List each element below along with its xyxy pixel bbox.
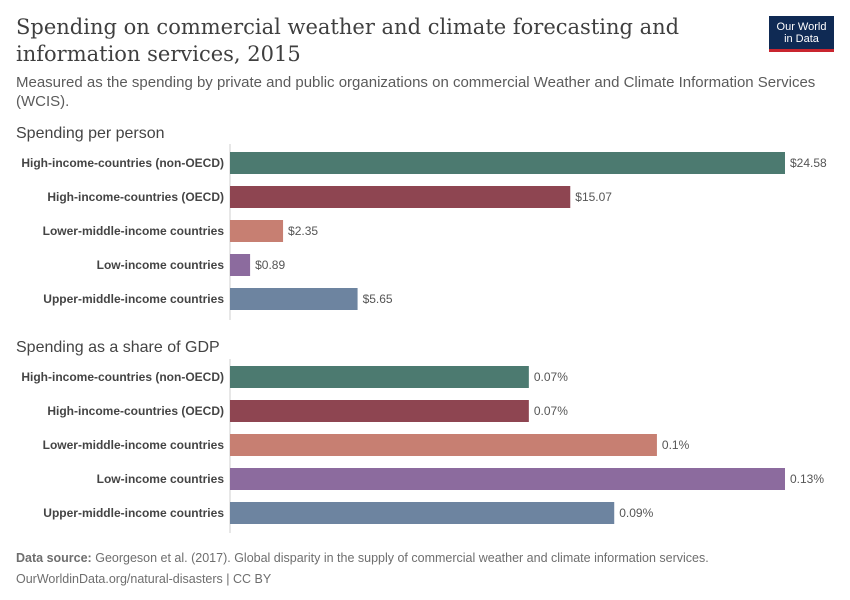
value-label: $5.65	[363, 292, 393, 306]
value-label: 0.07%	[534, 370, 568, 384]
category-label: High-income-countries (OECD)	[47, 404, 224, 418]
footer: Data source: Georgeson et al. (2017). Gl…	[16, 548, 836, 590]
category-label: Upper-middle-income countries	[43, 506, 224, 520]
category-label: Lower-middle-income countries	[43, 224, 225, 238]
data-source-line: Data source: Georgeson et al. (2017). Gl…	[16, 548, 836, 569]
chart-subtitle: Measured as the spending by private and …	[16, 74, 816, 110]
section-title-1: Spending per person	[16, 125, 165, 142]
chart-title: Spending on commercial weather and clima…	[16, 15, 680, 66]
logo-line-1: Our World	[776, 21, 827, 33]
logo-line-2: in Data	[784, 33, 819, 45]
category-label: High-income-countries (OECD)	[47, 190, 224, 204]
bar	[230, 400, 529, 422]
value-label: $24.58	[790, 156, 827, 170]
bar	[230, 152, 785, 174]
category-label: Upper-middle-income countries	[43, 292, 224, 306]
value-label: 0.13%	[790, 472, 824, 486]
bar	[230, 254, 251, 276]
data-source-label: Data source:	[16, 551, 92, 565]
category-label: Low-income countries	[97, 472, 225, 486]
bar	[230, 186, 571, 208]
category-label: High-income-countries (non-OECD)	[21, 156, 224, 170]
category-label: Low-income countries	[97, 258, 225, 272]
bar	[230, 288, 358, 310]
owid-logo[interactable]: Our World in Data	[769, 16, 834, 52]
footer-link[interactable]: OurWorldinData.org/natural-disasters | C…	[16, 572, 272, 586]
category-label: Lower-middle-income countries	[43, 438, 225, 452]
section-title-2: Spending as a share of GDP	[16, 339, 220, 356]
bar	[230, 220, 284, 242]
category-label: High-income-countries (non-OECD)	[21, 370, 224, 384]
value-label: 0.09%	[619, 506, 653, 520]
value-label: $15.07	[575, 190, 612, 204]
value-label: $2.35	[288, 224, 318, 238]
data-source-text: Georgeson et al. (2017). Global disparit…	[95, 551, 709, 565]
bar	[230, 366, 529, 388]
bar	[230, 468, 785, 490]
value-label: $0.89	[255, 258, 285, 272]
value-label: 0.1%	[662, 438, 690, 452]
bar	[230, 502, 615, 524]
value-label: 0.07%	[534, 404, 568, 418]
bar	[230, 434, 657, 456]
